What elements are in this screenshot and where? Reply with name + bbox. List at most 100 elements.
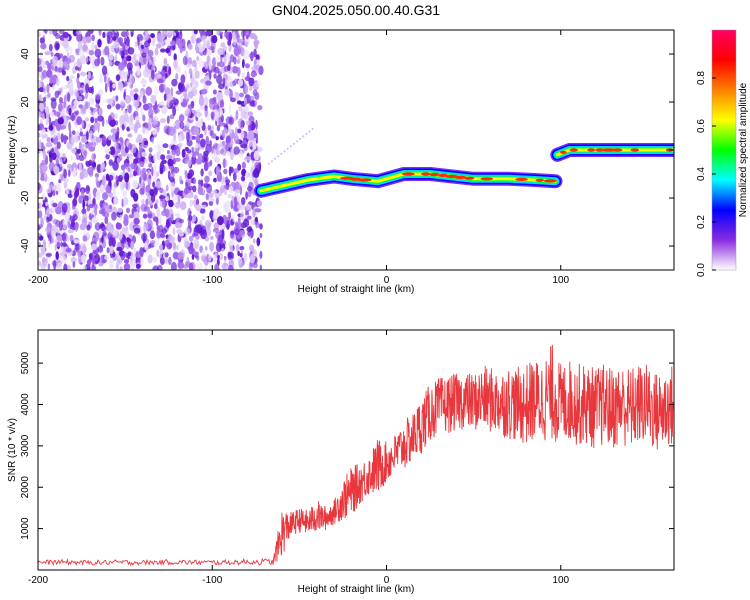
x-tick-label: -100	[202, 575, 222, 586]
noise-blob	[247, 189, 252, 198]
noise-blob	[238, 150, 244, 159]
noise-blob	[120, 99, 125, 106]
noise-blob	[112, 36, 117, 41]
noise-blob	[220, 148, 224, 155]
noise-blob	[221, 229, 225, 240]
noise-blob	[158, 244, 164, 251]
noise-blob	[62, 40, 69, 48]
noise-blob	[193, 178, 197, 185]
noise-blob	[119, 265, 123, 270]
noise-blob	[212, 228, 220, 233]
noise-blob	[155, 199, 159, 205]
noise-blob	[196, 113, 200, 118]
spectrogram-x-label: Height of straight line (km)	[298, 284, 415, 295]
noise-blob	[159, 257, 165, 266]
noise-blob	[148, 244, 152, 249]
noise-blob	[220, 42, 226, 48]
noise-blob	[101, 175, 106, 186]
noise-blob	[205, 193, 210, 201]
noise-blob	[170, 236, 176, 242]
noise-blob	[194, 70, 200, 79]
noise-blob	[224, 200, 231, 209]
noise-blob	[109, 227, 114, 235]
noise-blob	[113, 30, 120, 39]
noise-blob	[186, 131, 190, 142]
noise-blob	[228, 185, 234, 194]
noise-blob	[259, 264, 262, 270]
noise-blob	[73, 167, 77, 178]
noise-blob	[148, 147, 153, 153]
spectrogram-noise-region	[38, 30, 264, 270]
noise-blob	[100, 222, 105, 228]
noise-blob	[38, 31, 41, 38]
noise-blob	[257, 105, 263, 111]
noise-blob	[141, 232, 148, 242]
noise-blob	[86, 186, 91, 192]
noise-blob	[160, 48, 166, 53]
noise-blob	[76, 81, 82, 89]
trace-peak	[401, 172, 415, 176]
noise-blob	[106, 247, 110, 254]
noise-blob	[74, 243, 82, 251]
noise-blob	[141, 52, 147, 58]
noise-blob	[205, 227, 212, 237]
noise-blob	[142, 95, 147, 104]
noise-blob	[141, 172, 148, 182]
noise-blob	[48, 125, 54, 131]
noise-blob	[153, 56, 157, 64]
noise-blob	[92, 257, 98, 262]
noise-blob	[64, 94, 67, 105]
noise-blob	[38, 235, 44, 241]
noise-blob	[236, 204, 242, 209]
noise-blob	[134, 53, 141, 58]
noise-blob	[243, 97, 248, 107]
noise-blob	[111, 211, 117, 221]
noise-blob	[156, 32, 163, 43]
noise-blob	[128, 214, 134, 219]
spectrogram-trace	[254, 127, 674, 198]
x-tick-label: 100	[552, 275, 569, 286]
noise-blob	[45, 252, 53, 257]
noise-blob	[62, 219, 68, 230]
noise-blob	[38, 170, 41, 181]
noise-blob	[163, 125, 170, 134]
noise-blob	[128, 55, 132, 61]
noise-blob	[252, 140, 257, 150]
noise-blob	[139, 183, 144, 188]
noise-blob	[132, 203, 138, 209]
noise-blob	[214, 263, 219, 270]
noise-blob	[51, 152, 57, 161]
noise-blob	[180, 94, 184, 103]
noise-blob	[212, 57, 217, 67]
noise-blob	[133, 88, 139, 93]
noise-blob	[148, 59, 152, 65]
y-tick-label: 5000	[20, 352, 31, 375]
noise-blob	[117, 81, 124, 91]
noise-blob	[159, 248, 163, 256]
noise-blob	[129, 89, 134, 98]
noise-blob	[133, 192, 139, 202]
noise-blob	[209, 235, 214, 240]
noise-blob	[124, 226, 129, 232]
noise-blob	[38, 182, 41, 191]
noise-blob	[154, 203, 158, 210]
noise-blob	[116, 157, 121, 164]
noise-blob	[130, 31, 134, 37]
trace-peak	[454, 175, 467, 179]
noise-blob	[140, 104, 144, 113]
noise-blob	[228, 116, 235, 125]
noise-blob	[217, 216, 224, 226]
noise-blob	[169, 176, 175, 183]
noise-blob	[233, 196, 238, 207]
noise-blob	[62, 31, 69, 39]
noise-blob	[197, 262, 203, 270]
noise-blob	[94, 118, 98, 123]
noise-blob	[142, 46, 150, 55]
noise-blob	[122, 44, 126, 52]
noise-blob	[76, 153, 80, 161]
noise-blob	[52, 189, 56, 197]
noise-blob	[205, 135, 210, 146]
noise-blob	[52, 202, 58, 208]
trace-peak	[421, 172, 431, 176]
